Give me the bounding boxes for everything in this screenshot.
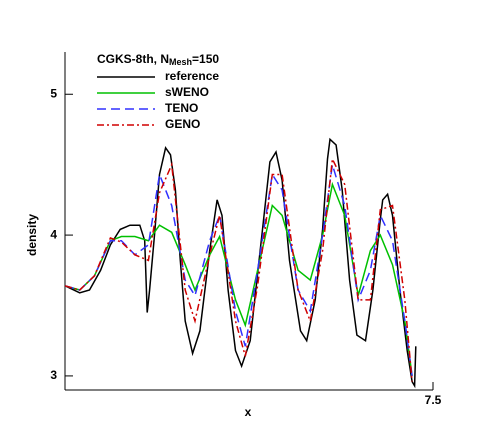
legend-label: sWENO	[165, 85, 209, 99]
y-tick-label: 3	[50, 368, 57, 382]
series-line	[65, 156, 413, 382]
y-tick-label: 4	[50, 227, 57, 241]
y-tick-label: 5	[50, 86, 57, 100]
x-tick-label: 7.5	[425, 393, 442, 407]
legend-label: GENO	[165, 117, 200, 131]
x-axis-label: x	[245, 405, 252, 419]
series-line	[65, 137, 417, 389]
legend-label: TENO	[165, 101, 198, 115]
series-line	[65, 164, 413, 376]
series-line	[65, 181, 413, 376]
plot-area	[65, 137, 417, 389]
legend-title: CGKS-8th, NMesh=150	[97, 52, 219, 67]
y-axis-label: density	[25, 214, 39, 256]
legend-label: reference	[165, 69, 219, 83]
